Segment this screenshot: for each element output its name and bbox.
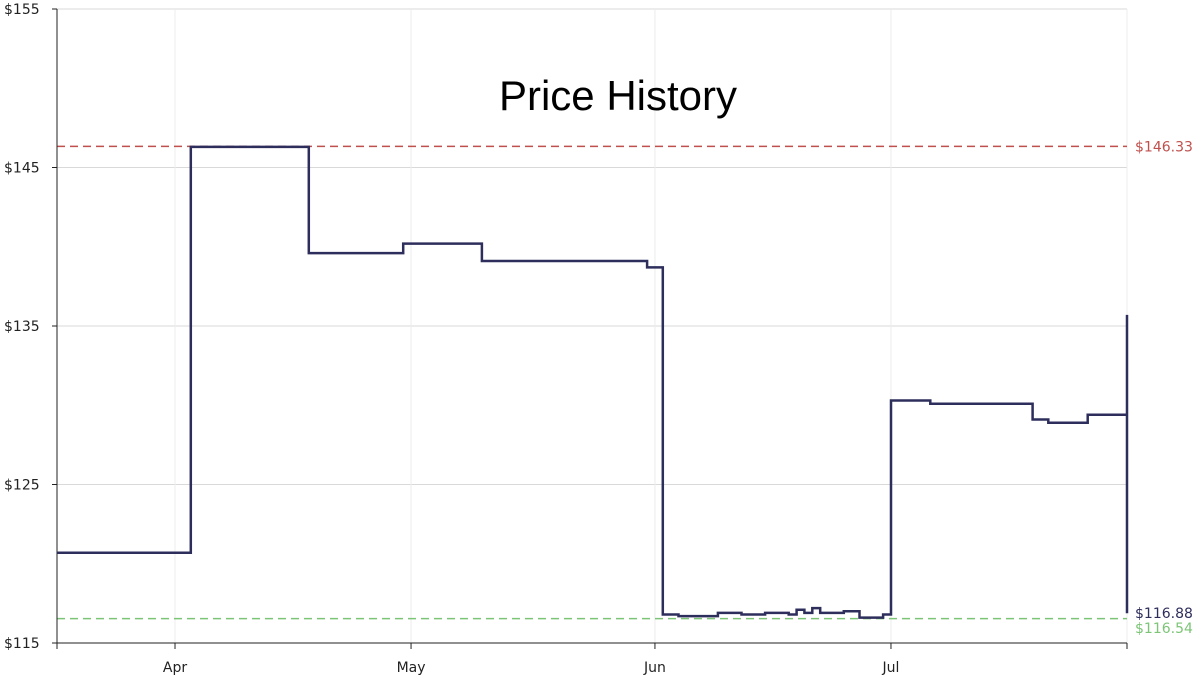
- y-tick-label: $125: [4, 478, 40, 494]
- y-tick-labels: $115 $125 $135 $145 $155: [4, 2, 57, 652]
- reference-label: $116.54: [1135, 621, 1193, 637]
- reference-label: $146.33: [1135, 139, 1193, 155]
- x-tick-labels: Apr May Jun Jul: [56, 643, 1128, 676]
- series-line: [57, 145, 1129, 619]
- y-tick-label: $155: [4, 2, 40, 18]
- value-labels: $146.33 $116.88$116.54: [1135, 139, 1193, 637]
- reference-lines: [57, 145, 1127, 620]
- y-tick-label: $115: [4, 636, 40, 652]
- price-series: [57, 145, 1129, 619]
- chart-title: Price History: [499, 72, 737, 119]
- y-tick-label: $135: [4, 319, 40, 335]
- y-tick-label: $145: [4, 161, 40, 177]
- x-tick-label: May: [397, 660, 426, 676]
- end-value-label: $116.88: [1135, 606, 1193, 622]
- x-tick-label: Apr: [163, 660, 187, 676]
- x-tick-label: Jun: [643, 660, 666, 676]
- x-tick-label: Jul: [882, 660, 900, 676]
